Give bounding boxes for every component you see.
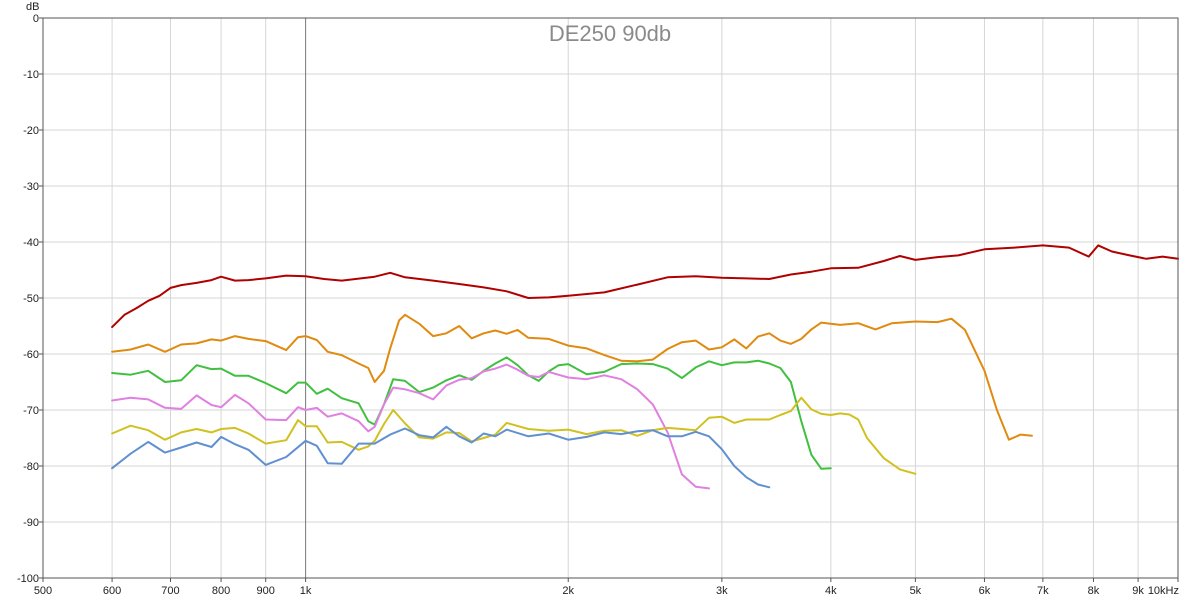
- x-tick-label: 7k: [1037, 585, 1049, 597]
- grid: [42, 17, 1179, 579]
- series-line-5: [111, 396, 917, 475]
- x-tick-label: 600: [103, 585, 121, 597]
- y-tick-label: -30: [23, 181, 39, 193]
- y-tick-label: -60: [23, 349, 39, 361]
- y-tick-label: -100: [17, 573, 39, 585]
- y-tick-label: -40: [23, 237, 39, 249]
- x-tick-label: 2k: [562, 585, 574, 597]
- x-tick-label: 5k: [910, 585, 922, 597]
- y-tick-label: -10: [23, 69, 39, 81]
- x-tick-label: 1k: [300, 585, 312, 597]
- x-tick-label: 10kHz: [1148, 585, 1179, 597]
- series-line-2: [111, 313, 1033, 441]
- y-tick-label: -20: [23, 125, 39, 137]
- series-line-6: [111, 425, 771, 489]
- y-unit-label: dB: [26, 1, 39, 13]
- x-tick-label: 500: [34, 585, 52, 597]
- series-line-1: [111, 244, 1179, 329]
- y-tick-label: -90: [23, 517, 39, 529]
- series-line-4: [111, 363, 710, 490]
- x-tick-label: 8k: [1088, 585, 1100, 597]
- x-axis: 500 600 700 800 900 1k 2k 3k 4k 5k 6k 7k 8k 9k 10kHz: [34, 578, 1179, 597]
- y-axis: 0 -10 -20 -30 -40 -50 -60 -70 -80 -90 -100: [17, 13, 43, 585]
- x-tick-label: 800: [212, 585, 230, 597]
- y-tick-label: -70: [23, 405, 39, 417]
- y-tick-label: -80: [23, 461, 39, 473]
- chart-title: DE250 90db: [549, 21, 671, 46]
- y-tick-label: -50: [23, 293, 39, 305]
- x-tick-label: 4k: [825, 585, 837, 597]
- x-tick-label: 6k: [979, 585, 991, 597]
- x-tick-label: 900: [257, 585, 275, 597]
- x-tick-label: 700: [161, 585, 179, 597]
- series-group: [111, 244, 1179, 490]
- x-tick-label: 9k: [1132, 585, 1144, 597]
- x-tick-label: 3k: [716, 585, 728, 597]
- y-tick-label: 0: [33, 13, 39, 25]
